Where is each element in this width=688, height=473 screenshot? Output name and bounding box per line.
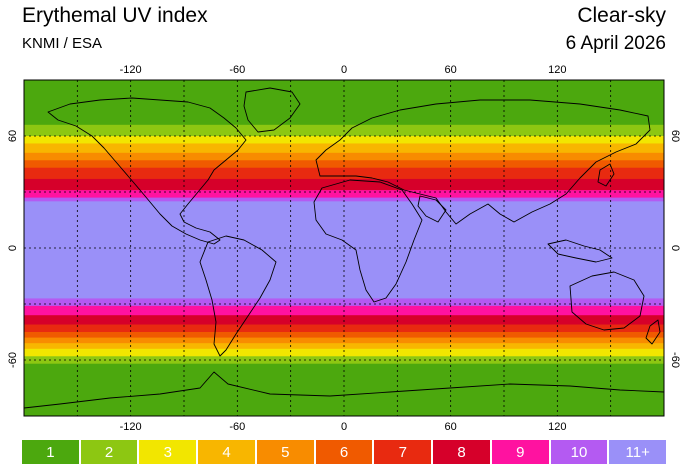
tick-label: -60 <box>229 64 245 76</box>
tick-label: 0 <box>341 64 347 76</box>
coast-south-america <box>199 235 277 357</box>
tick-label: 0 <box>7 245 19 251</box>
tick-label: 120 <box>548 421 566 433</box>
uv-band <box>24 136 664 144</box>
uv-band <box>24 160 664 169</box>
uv-band <box>24 324 664 333</box>
tick-label: 60 <box>445 421 457 433</box>
data-source: KNMI / ESA <box>22 35 103 52</box>
tick-label: -60 <box>229 421 245 433</box>
coast-new-zealand <box>645 319 661 345</box>
legend-item: 11+ <box>609 440 667 464</box>
tick-label: -120 <box>120 421 142 433</box>
uv-band <box>24 298 664 307</box>
legend-label: 1 <box>46 443 55 461</box>
uv-band <box>24 143 664 154</box>
legend-item: 3 <box>139 440 197 464</box>
coast-australia <box>569 271 645 331</box>
uv-band <box>24 178 664 191</box>
coast-arabia <box>417 195 447 223</box>
legend-item: 6 <box>315 440 373 464</box>
legend-item: 2 <box>80 440 138 464</box>
tick-label: 60 <box>669 130 681 142</box>
coast-africa <box>313 179 423 303</box>
uv-band <box>24 348 664 357</box>
legend-label: 11+ <box>625 443 650 461</box>
legend-label: 8 <box>457 443 466 461</box>
legend-label: 5 <box>281 443 290 461</box>
map-frame <box>23 79 665 417</box>
uv-band <box>24 190 664 199</box>
tick-label: 60 <box>7 130 19 142</box>
legend-label: 3 <box>163 443 172 461</box>
axis-ticks: -120 -120 -60 -60 0 0 60 60 120 120 60 60 0 0 -60 -60 <box>7 64 681 433</box>
legend-label: 6 <box>339 443 349 461</box>
graticule <box>24 80 664 416</box>
forecast-date: 6 April 2026 <box>565 33 666 54</box>
legend-item: 4 <box>198 440 255 464</box>
legend-item: 5 <box>256 440 314 464</box>
legend-item: 7 <box>374 440 432 464</box>
legend-item: 10 <box>550 440 608 464</box>
sky-condition: Clear-sky <box>577 4 666 27</box>
tick-label: 60 <box>445 64 457 76</box>
legend-label: 2 <box>104 443 114 461</box>
tick-label: -60 <box>669 352 681 368</box>
legend-label: 9 <box>516 443 525 461</box>
coast-indonesia <box>547 239 613 263</box>
uv-index-legend: 1 2 3 4 5 6 7 8 9 10 11+ <box>22 440 667 464</box>
tick-label: 120 <box>548 64 566 76</box>
legend-item: 1 <box>22 440 79 464</box>
tick-label: -60 <box>7 352 19 368</box>
coast-greenland <box>243 87 301 133</box>
tick-label: 0 <box>341 421 347 433</box>
coast-eurasia <box>315 99 651 225</box>
coast-antarctica <box>23 371 665 409</box>
legend-item: 8 <box>433 440 490 464</box>
legend-label: 7 <box>398 443 407 461</box>
legend-item: 9 <box>491 440 549 464</box>
coast-japan <box>597 163 615 187</box>
tick-label: 0 <box>669 245 681 251</box>
uv-band <box>24 109 664 126</box>
legend-label: 4 <box>222 443 231 461</box>
uv-band <box>24 197 664 202</box>
tick-label: -120 <box>120 64 142 76</box>
map-title: Erythemal UV index <box>22 4 208 27</box>
uv-band <box>24 167 664 180</box>
legend-label: 10 <box>570 443 588 461</box>
